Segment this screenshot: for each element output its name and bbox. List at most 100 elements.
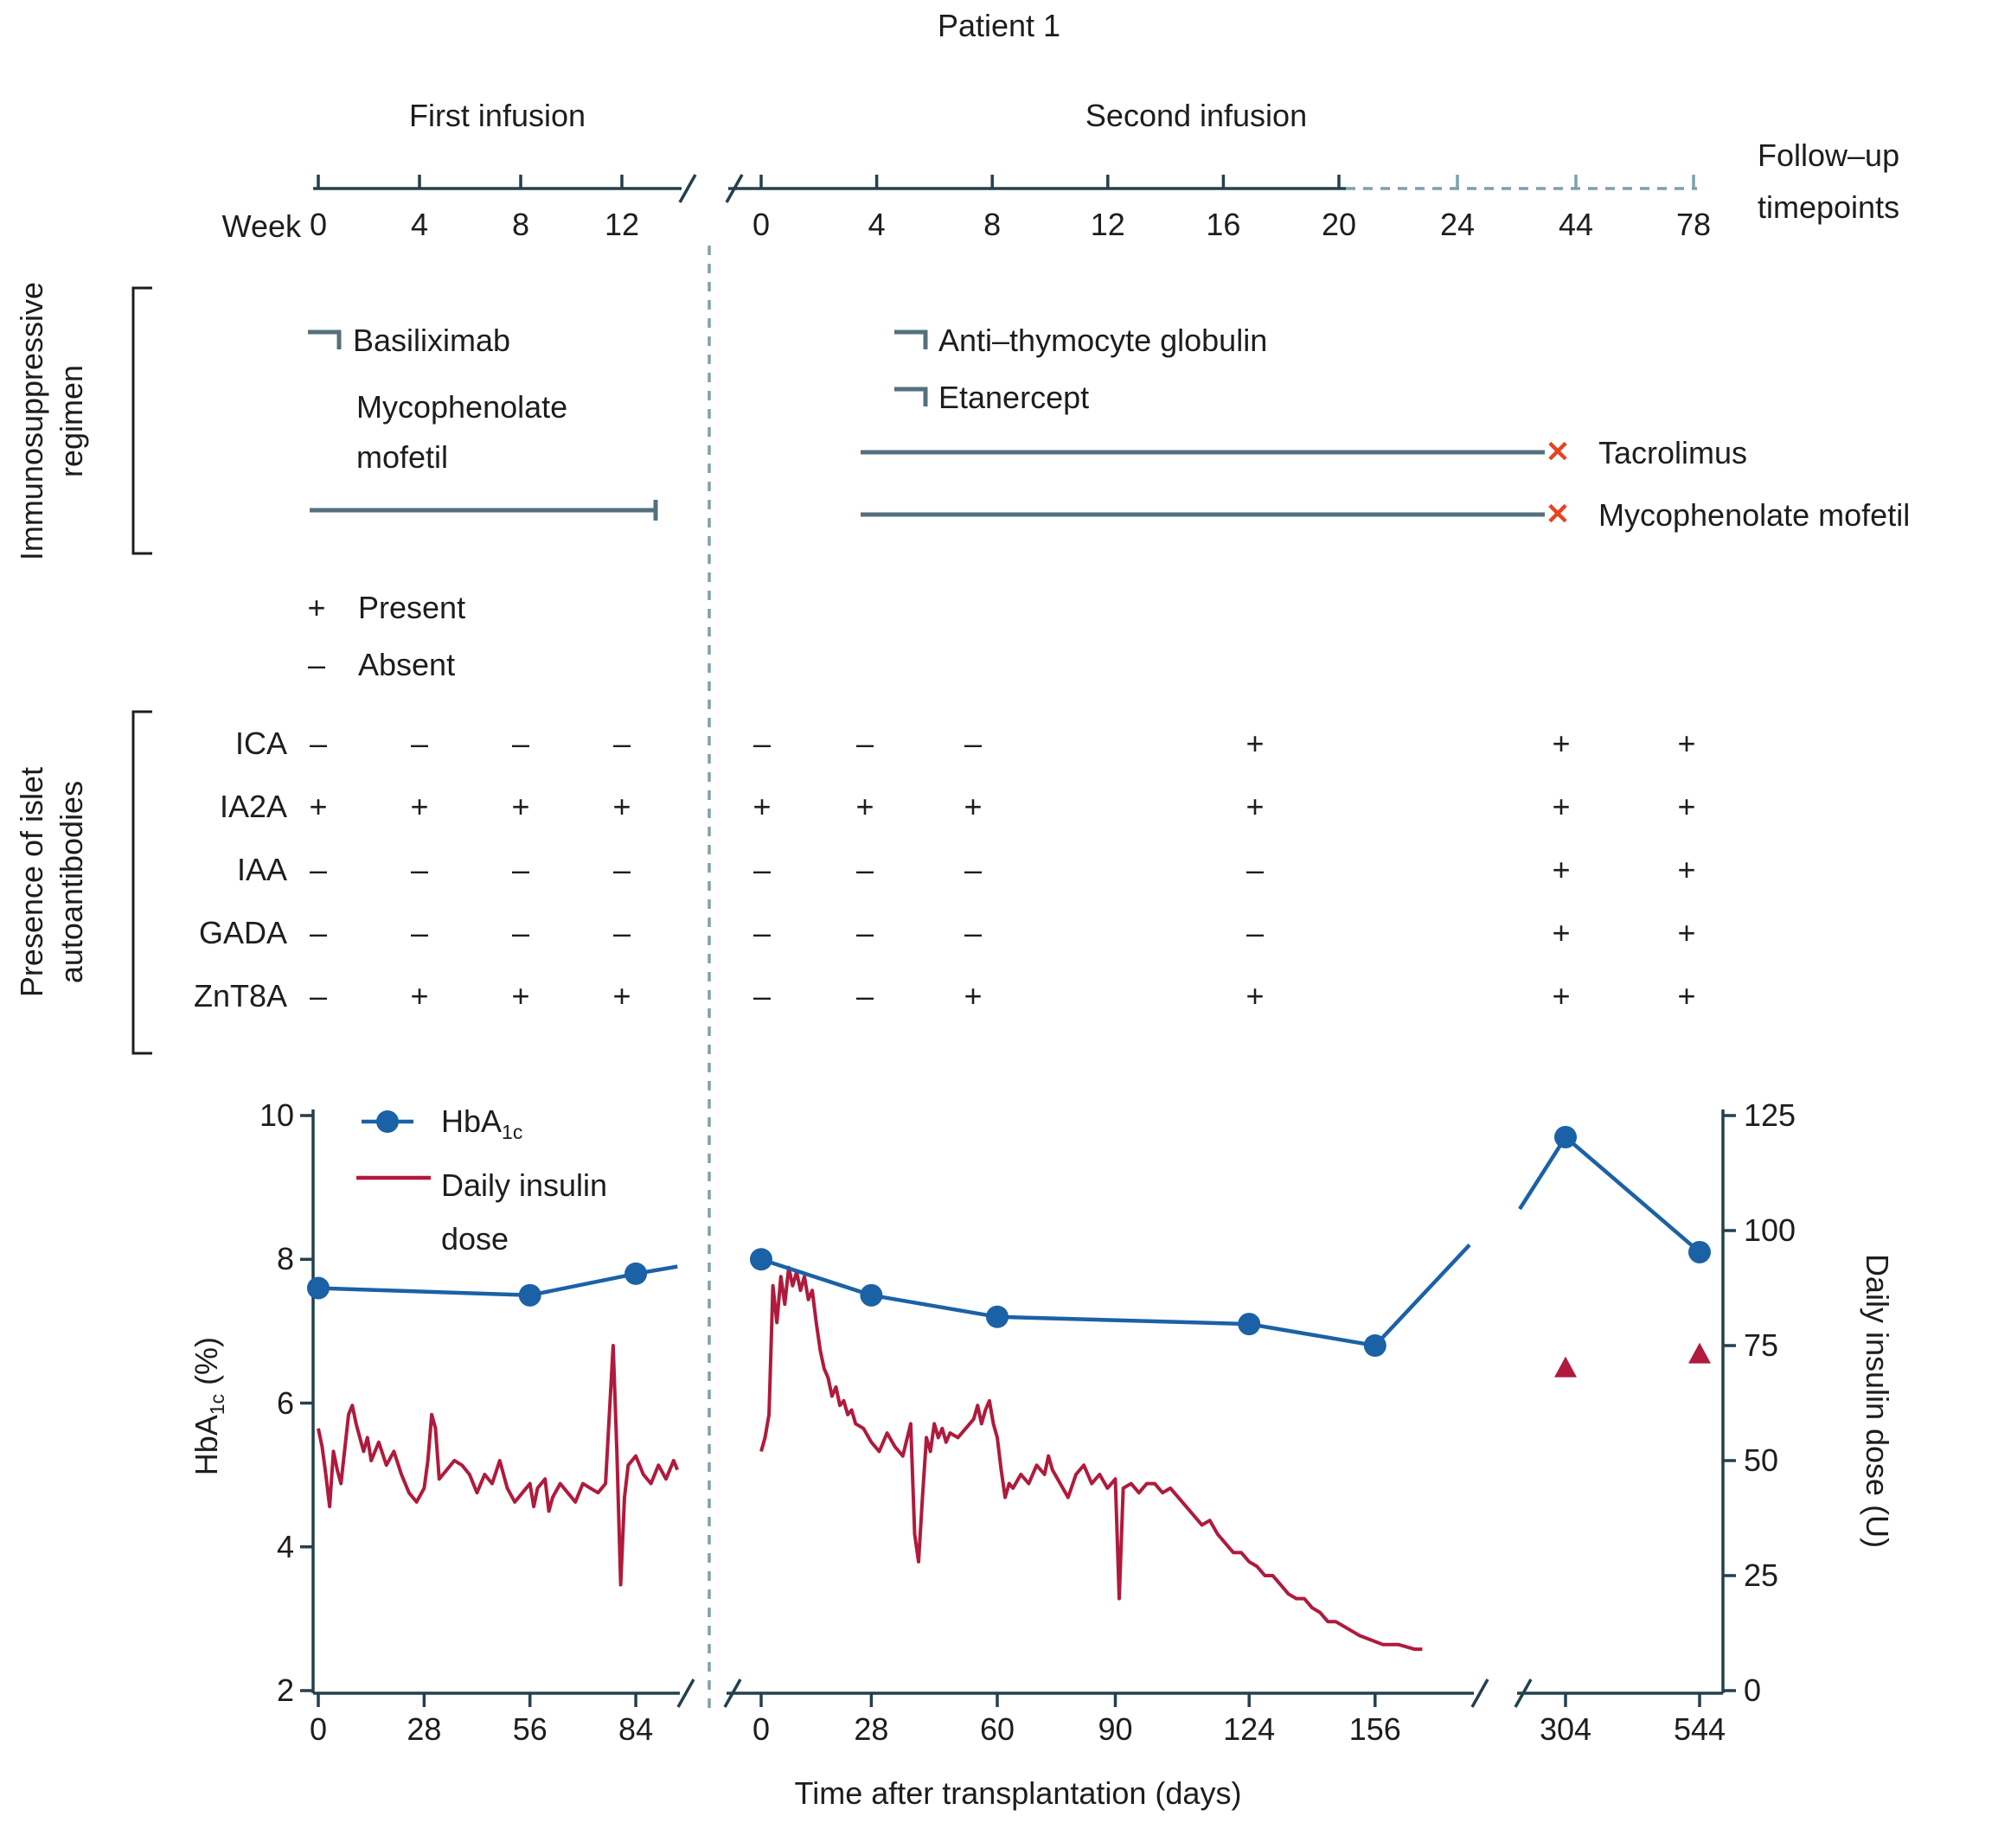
autoantibody-value: + — [752, 789, 772, 824]
week-tick-label: 12 — [604, 207, 640, 242]
hba1c-marker — [750, 1248, 772, 1271]
present-label: Present — [358, 590, 466, 625]
tacrolimus-label: Tacrolimus — [1598, 435, 1748, 470]
autoantibody-value: – — [410, 915, 429, 950]
x-tick-label: 56 — [512, 1711, 548, 1747]
week-tick-label: 4 — [410, 207, 429, 242]
mycophenolate-first-line1: Mycophenolate — [356, 389, 568, 425]
autoantibody-value: – — [855, 915, 874, 950]
autoantibody-value: – — [1246, 915, 1265, 950]
autoantibody-value: – — [964, 726, 983, 761]
x-tick-label: 60 — [979, 1711, 1015, 1747]
y-left-title-text: HbA — [188, 1415, 224, 1476]
y-right-tick-label: 25 — [1744, 1557, 1779, 1593]
autoantibody-value: – — [1246, 852, 1265, 887]
legend-hba1c-text: HbA — [441, 1103, 503, 1139]
autoantibodies-section-label: Presence of islet autoantibodies — [12, 623, 92, 1141]
hba1c-line-segment3 — [1518, 1134, 1701, 1254]
insulin-triangle-marker — [1554, 1356, 1577, 1378]
autoantibody-value: + — [1246, 726, 1265, 761]
autoantibody-value: – — [752, 978, 772, 1014]
legend-hba1c-label: HbA1c — [441, 1103, 522, 1151]
followup-timepoints-label: Follow–up timepoints — [1758, 130, 1899, 233]
hba1c-marker — [1687, 1240, 1711, 1263]
mycophenolate-stop-x-icon: ✕ — [1545, 498, 1571, 531]
hba1c-marker — [1554, 1125, 1577, 1148]
autoantibody-value: – — [612, 852, 631, 887]
autoantibody-value: + — [1677, 789, 1696, 824]
immunosuppressive-section-label: Immunosuppressive regimen — [12, 143, 92, 700]
mycophenolate-first-line2: mofetil — [356, 439, 449, 475]
week-tick-label: 8 — [511, 207, 530, 242]
hba1c-marker — [1238, 1313, 1261, 1336]
hba1c-marker — [860, 1283, 883, 1307]
autoantibody-row-label: IAA — [236, 852, 287, 887]
y-left-tick-label: 8 — [276, 1241, 294, 1277]
axis-break — [723, 1679, 742, 1708]
autoantibody-value: – — [612, 726, 631, 761]
week-tick-label: 12 — [1090, 207, 1125, 242]
autoantibody-value: + — [1552, 978, 1571, 1014]
autoantibody-value: – — [511, 726, 530, 761]
autoantibody-row-label: ZnT8A — [193, 978, 287, 1014]
autoantibody-value: + — [1552, 789, 1571, 824]
autoantibody-value: + — [964, 789, 983, 824]
y-right-tick-label: 75 — [1744, 1327, 1779, 1363]
week-tick-label: 0 — [309, 207, 328, 242]
autoantibody-value: – — [855, 726, 874, 761]
y-right-tick-label: 50 — [1744, 1442, 1779, 1478]
autoantibody-value: – — [964, 852, 983, 887]
autoantibody-value: – — [410, 726, 429, 761]
legend-insulin-line2: dose — [441, 1221, 509, 1257]
second-infusion-label: Second infusion — [1085, 98, 1308, 133]
autoantibody-row-label: IA2A — [219, 789, 287, 824]
basiliximab-label: Basiliximab — [353, 323, 511, 358]
legend-insulin-line1: Daily insulin — [441, 1167, 608, 1203]
x-tick-label: 304 — [1539, 1711, 1592, 1747]
followup-label-line1: Follow–up — [1758, 137, 1900, 173]
tacrolimus-stop-x-icon: ✕ — [1545, 436, 1571, 469]
hba1c-line-segment2 — [760, 1244, 1471, 1348]
autoantibody-row-label: GADA — [198, 915, 287, 950]
autoantibody-value: – — [964, 915, 983, 950]
autoantibody-value: + — [309, 789, 328, 824]
week-tick-label: 16 — [1206, 207, 1241, 242]
immunosuppressive-label-line2: regimen — [54, 364, 89, 478]
axis-break — [676, 1679, 695, 1708]
legend-hba1c-marker — [376, 1110, 399, 1133]
y-left-tick-label: 2 — [276, 1672, 294, 1708]
autoantibody-value: – — [309, 852, 328, 887]
y-left-tick-label: 10 — [259, 1097, 294, 1133]
autoantibody-value: + — [612, 978, 631, 1014]
x-tick-label: 0 — [309, 1711, 328, 1747]
autoantibody-value: + — [855, 789, 874, 824]
hba1c-marker — [986, 1305, 1009, 1328]
autoantibody-value: + — [410, 978, 429, 1014]
legend-hba1c-subscript: 1c — [502, 1121, 523, 1144]
x-tick-label: 84 — [618, 1711, 654, 1747]
autoantibody-value: – — [309, 915, 328, 950]
autoantibody-value: – — [752, 852, 772, 887]
etanercept-dose-icon — [894, 387, 928, 406]
antithymocyte-dose-icon — [894, 329, 928, 349]
mycophenolate-second-label: Mycophenolate mofetil — [1598, 497, 1911, 533]
x-axis-title: Time after transplantation (days) — [794, 1775, 1242, 1811]
autoantibody-value: – — [752, 915, 772, 950]
x-tick-label: 0 — [752, 1711, 771, 1747]
autoantibody-value: – — [612, 915, 631, 950]
week-tick-label: 44 — [1558, 207, 1594, 242]
autoantibody-row-label: ICA — [234, 726, 287, 761]
autoantibody-value: – — [511, 852, 530, 887]
axis-break — [1470, 1679, 1489, 1708]
autoantibody-bracket — [131, 710, 152, 1055]
x-tick-label: 90 — [1098, 1711, 1133, 1747]
autoantibody-value: + — [1677, 915, 1696, 950]
mycophenolate-first-label: Mycophenolate mofetil — [356, 382, 567, 483]
autoantibody-value: + — [612, 789, 631, 824]
axis-break — [678, 174, 697, 203]
insulin-line-segment1 — [317, 1344, 680, 1587]
autoantibody-value: – — [855, 852, 874, 887]
week-tick-label: 20 — [1321, 207, 1357, 242]
followup-label-line2: timepoints — [1758, 189, 1900, 225]
